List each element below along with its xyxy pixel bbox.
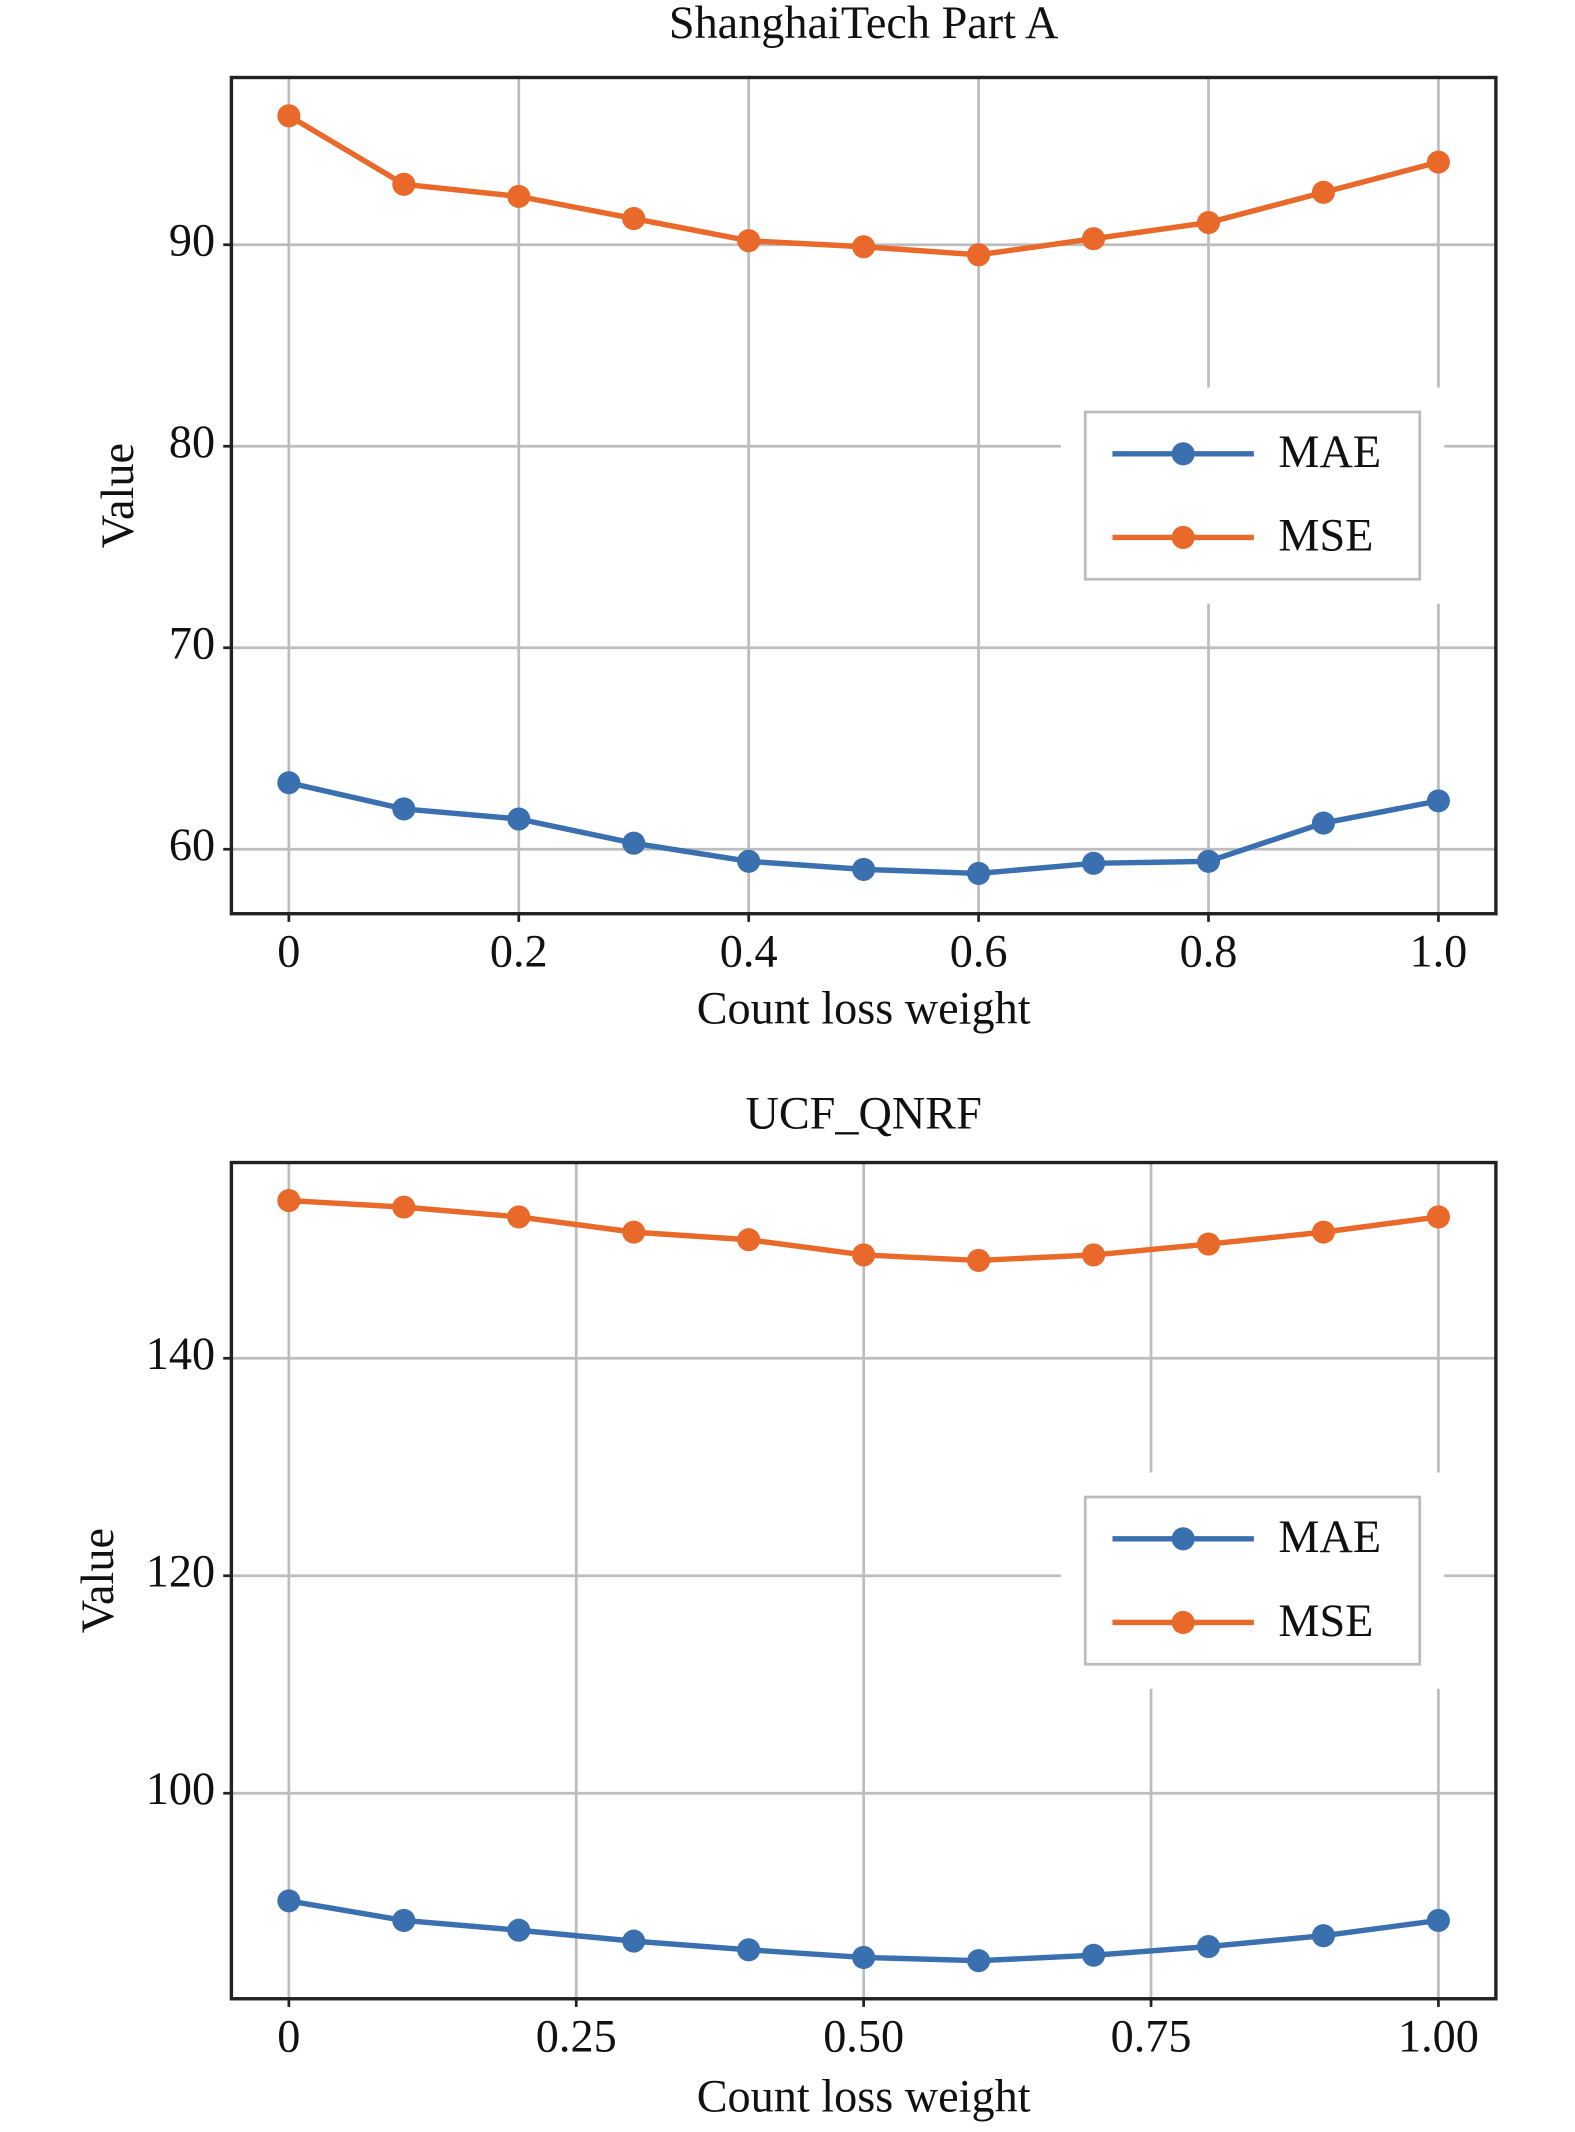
data-point — [852, 1243, 876, 1267]
data-point — [852, 235, 876, 259]
y-tick-label: 80 — [169, 416, 215, 467]
y-tick-label: 100 — [146, 1763, 215, 1814]
data-point — [737, 1228, 761, 1252]
data-point — [507, 184, 531, 208]
chart-title: ShanghaiTech Part A — [669, 0, 1059, 48]
x-tick-label: 0.4 — [720, 925, 778, 976]
series-line — [287, 113, 1440, 258]
data-point — [392, 797, 416, 821]
data-point — [1196, 1232, 1221, 1256]
x-tick-label: 0.50 — [823, 2011, 904, 2062]
data-point — [392, 1908, 416, 1933]
legend-marker — [1171, 442, 1195, 466]
data-point — [1426, 789, 1450, 813]
data-point — [392, 172, 416, 196]
x-tick-label: 0.6 — [950, 925, 1008, 976]
y-tick-label: 70 — [169, 617, 215, 668]
legend-marker — [1171, 1610, 1195, 1635]
data-point — [277, 771, 301, 795]
x-tick-label: 0.2 — [490, 925, 548, 976]
data-point — [507, 1205, 531, 1229]
data-point — [737, 849, 761, 873]
y-tick-label: 140 — [146, 1328, 215, 1379]
x-axis-label: Count loss weight — [697, 2070, 1031, 2121]
data-point — [852, 857, 876, 881]
x-tick-label: 1.0 — [1410, 925, 1468, 976]
data-point — [622, 831, 646, 855]
x-tick-label: 1.00 — [1398, 2011, 1479, 2062]
x-tick-label: 0.25 — [536, 2011, 617, 2062]
x-tick-label: 0.8 — [1180, 925, 1238, 976]
x-tick-label: 0 — [277, 2011, 300, 2062]
data-point — [737, 229, 761, 253]
x-tick-label: 0.75 — [1111, 2011, 1192, 2062]
data-point — [277, 1189, 301, 1213]
data-point — [622, 1220, 646, 1244]
y-tick-label: 120 — [146, 1545, 215, 1596]
data-point — [392, 1195, 416, 1219]
data-point — [1081, 227, 1106, 251]
data-point — [1081, 851, 1106, 875]
legend-label: MAE — [1278, 426, 1381, 477]
data-point — [967, 243, 991, 267]
legend-frame — [1083, 410, 1422, 581]
data-point — [967, 1248, 991, 1272]
data-point — [852, 1945, 876, 1969]
data-point — [1426, 1908, 1450, 1933]
data-point — [277, 1889, 301, 1913]
y-axis-label: Value — [72, 1528, 123, 1633]
y-tick-label: 90 — [169, 214, 215, 265]
y-axis-label: Value — [92, 443, 143, 548]
plot-frame — [229, 1160, 1498, 2001]
data-point — [1311, 180, 1336, 204]
data-point — [1311, 811, 1336, 835]
data-point — [1081, 1243, 1106, 1267]
legend-label: MAE — [1278, 1511, 1381, 1562]
data-point — [1196, 849, 1221, 873]
legend-frame — [1083, 1495, 1422, 1666]
y-tick-label: 60 — [169, 819, 215, 870]
legend-marker — [1171, 1527, 1195, 1551]
x-tick-label: 0 — [277, 925, 300, 976]
data-point — [622, 206, 646, 231]
data-point — [1196, 1934, 1221, 1959]
plot-frame — [229, 75, 1498, 916]
data-point — [1311, 1924, 1336, 1948]
data-point — [507, 807, 531, 831]
legend-marker — [1171, 525, 1195, 549]
data-point — [737, 1938, 761, 1962]
data-point — [1311, 1220, 1336, 1244]
data-point — [967, 1949, 991, 1973]
legend-label: MSE — [1278, 1595, 1373, 1646]
data-point — [1426, 150, 1450, 174]
data-point — [1426, 1205, 1450, 1229]
chart-title: UCF_QNRF — [745, 1087, 981, 1138]
data-point — [1081, 1943, 1106, 1967]
data-point — [507, 1918, 531, 1942]
data-point — [1196, 211, 1221, 235]
data-point — [277, 104, 301, 128]
x-axis-label: Count loss weight — [697, 983, 1031, 1034]
legend-label: MSE — [1278, 510, 1373, 561]
data-point — [967, 861, 991, 885]
data-point — [622, 1929, 646, 1953]
